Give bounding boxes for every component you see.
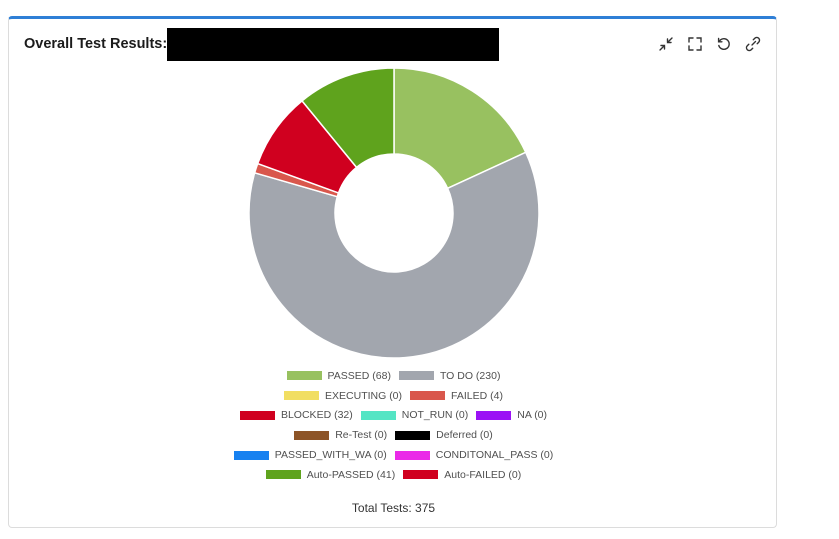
legend-item-deferred[interactable]: Deferred (0) [395,429,493,441]
legend-row: PASSED (68) TO DO (230) [9,366,778,386]
legend-swatch [403,470,439,480]
legend-swatch [284,391,320,401]
legend-swatch [394,450,430,460]
legend-label: FAILED (4) [451,389,503,402]
legend-label: EXECUTING (0) [325,389,403,402]
legend-label: PASSED (68) [327,369,391,382]
legend-item-executing[interactable]: EXECUTING (0) [284,390,402,402]
legend-item-to-do[interactable]: TO DO (230) [398,369,501,382]
legend-item-re-test[interactable]: Re-Test (0) [294,429,387,441]
link-icon[interactable] [744,35,762,53]
chart-legend: PASSED (68) TO DO (230) EXECUTING (0) FAILE… [9,366,778,485]
collapse-icon[interactable] [657,35,675,53]
redacted-block [167,28,499,61]
legend-label: Auto-PASSED (41) [306,468,396,481]
legend-swatch [360,410,396,420]
legend-row: Re-Test (0) Deferred (0) [9,425,778,445]
card-toolbar [657,35,762,53]
legend-item-blocked[interactable]: BLOCKED (32) [239,409,353,422]
donut-chart [248,67,540,359]
legend-row: PASSED_WITH_WA (0) CONDITONAL_PASS (0) [9,445,778,465]
slice-auto-passed[interactable] [300,67,395,169]
legend-swatch [239,410,275,420]
legend-swatch [395,430,431,440]
fullscreen-icon[interactable] [686,35,704,53]
test-results-card: Overall Test Results: PA [8,16,777,528]
legend-swatch [398,371,434,381]
legend-swatch [233,450,269,460]
legend-label: NA (0) [517,409,548,422]
legend-label: BLOCKED (32) [280,409,353,422]
legend-item-failed[interactable]: FAILED (4) [410,390,503,402]
card-title: Overall Test Results: [24,36,168,52]
legend-label: PASSED_WITH_WA (0) [274,449,387,462]
slice-passed[interactable] [393,67,527,190]
slice-to-do[interactable] [248,151,540,359]
legend-row: Auto-PASSED (41) Auto-FAILED (0) [9,465,778,485]
legend-label: Auto-FAILED (0) [444,468,522,481]
legend-item-passed-with-wa[interactable]: PASSED_WITH_WA (0) [233,449,387,462]
legend-label: TO DO (230) [439,369,501,382]
legend-swatch [410,391,446,401]
legend-item-auto-passed[interactable]: Auto-PASSED (41) [265,468,396,481]
legend-row: EXECUTING (0) FAILED (4) [9,386,778,406]
legend-swatch [294,430,330,440]
legend-item-na[interactable]: NA (0) [476,409,547,421]
refresh-icon[interactable] [715,35,733,53]
legend-label: Deferred (0) [436,429,493,442]
legend-label: Re-Test (0) [335,429,388,442]
legend-item-conditonal-pass[interactable]: CONDITONAL_PASS (0) [394,449,554,462]
legend-label: CONDITONAL_PASS (0) [435,449,554,462]
legend-swatch [286,371,322,381]
legend-swatch [476,410,512,420]
legend-row: BLOCKED (32) NOT_RUN (0) NA (0) [9,406,778,426]
total-tests-label: Total Tests: 375 [351,501,436,515]
legend-swatch [265,470,301,480]
legend-item-not-run[interactable]: NOT_RUN (0) [360,409,469,422]
legend-label: NOT_RUN (0) [401,409,469,422]
legend-item-auto-failed[interactable]: Auto-FAILED (0) [403,469,521,481]
legend-item-passed[interactable]: PASSED (68) [286,369,391,382]
